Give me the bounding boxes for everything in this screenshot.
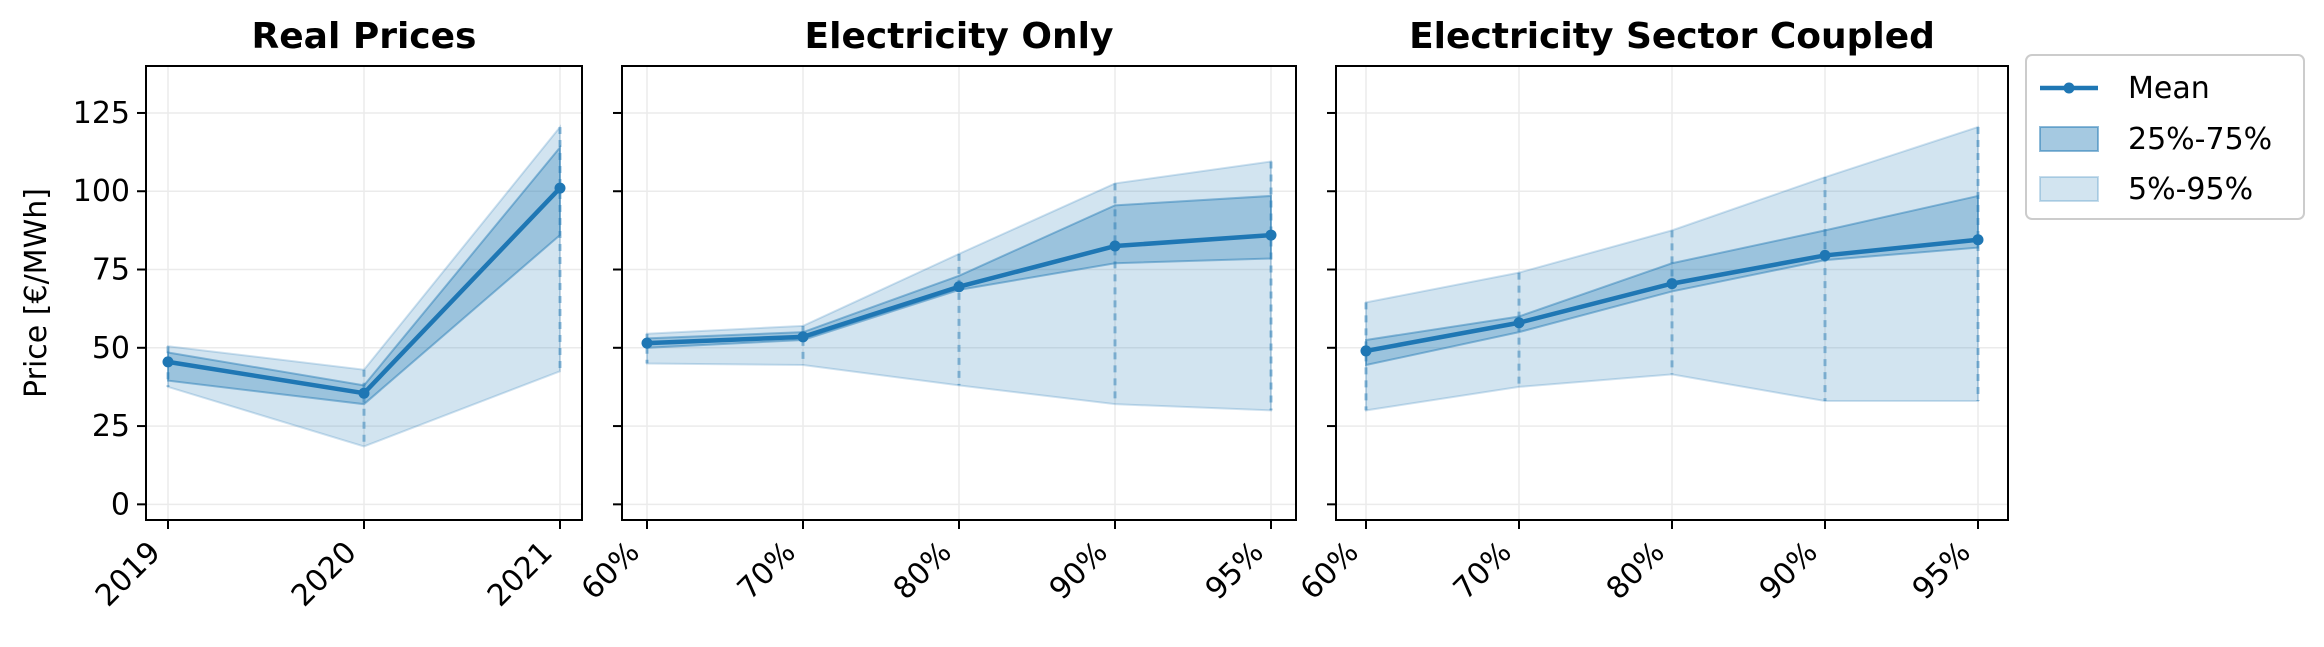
band-25-75 [646,194,1272,349]
panel-title: Real Prices [252,16,477,57]
mean-point [554,182,566,194]
x-tick-label: 2021 [481,535,560,614]
panel-3: 60% 70% 80% 90% 95% Electricity Sector Couple… [1294,16,2009,607]
band-25-75 [167,144,561,406]
x-tick-label: 60% [1294,535,1366,607]
mean-point [1265,229,1277,241]
mean-point [162,356,174,368]
x-tick-label: 70% [731,535,803,607]
mean-point [1819,249,1831,261]
y-tick-label: 25 [92,409,130,444]
panel-title: Electricity Only [805,16,1114,57]
mean-point [953,281,965,293]
legend-label: Mean [2128,71,2210,106]
legend-frame [2025,54,2305,220]
legend-swatch-mean-marker [2063,82,2075,94]
y-tick-label: 125 [73,96,130,131]
mean-point [641,337,653,349]
x-tick-label: 90% [1043,535,1115,607]
y-tick-label: 100 [73,174,130,209]
x-tick-label: 70% [1447,535,1519,607]
legend: Mean 25%-75% 5%-95% [2025,54,2305,220]
x-tick-label: 95% [1906,535,1978,607]
y-tick-label: 50 [92,331,130,366]
band-5-95 [1365,125,1979,412]
x-tick-label: 90% [1753,535,1825,607]
x-tick-label: 95% [1199,535,1271,607]
legend-label: 25%-75% [2128,122,2272,157]
panel-title: Electricity Sector Coupled [1409,16,1935,57]
mean-point [1360,345,1372,357]
y-axis-label: Price [€/MWh] [19,188,54,398]
panel-2: 60% 70% 80% 90% 95% Electricity Only [575,16,1297,607]
band-5-95 [167,124,561,448]
legend-swatch-25-75 [2039,126,2099,152]
mean-point [358,387,370,399]
mean-point [1513,317,1525,329]
mean-point [1109,240,1121,252]
y-tick-label: 0 [111,487,130,522]
x-tick-label: 80% [887,535,959,607]
y-tick-label: 75 [92,253,130,288]
mean-point [797,331,809,343]
legend-label: 5%-95% [2128,172,2253,207]
x-tick-label: 60% [575,535,647,607]
x-tick-label: 2019 [89,535,168,614]
panel-1: 0 25 50 75 100 125 2019 2020 2021 Real Prices [73,16,583,614]
x-tick-label: 2020 [285,535,364,614]
mean-point [1666,278,1678,290]
mean-point [1972,234,1984,246]
legend-swatch-5-95 [2039,176,2099,202]
x-tick-label: 80% [1600,535,1672,607]
